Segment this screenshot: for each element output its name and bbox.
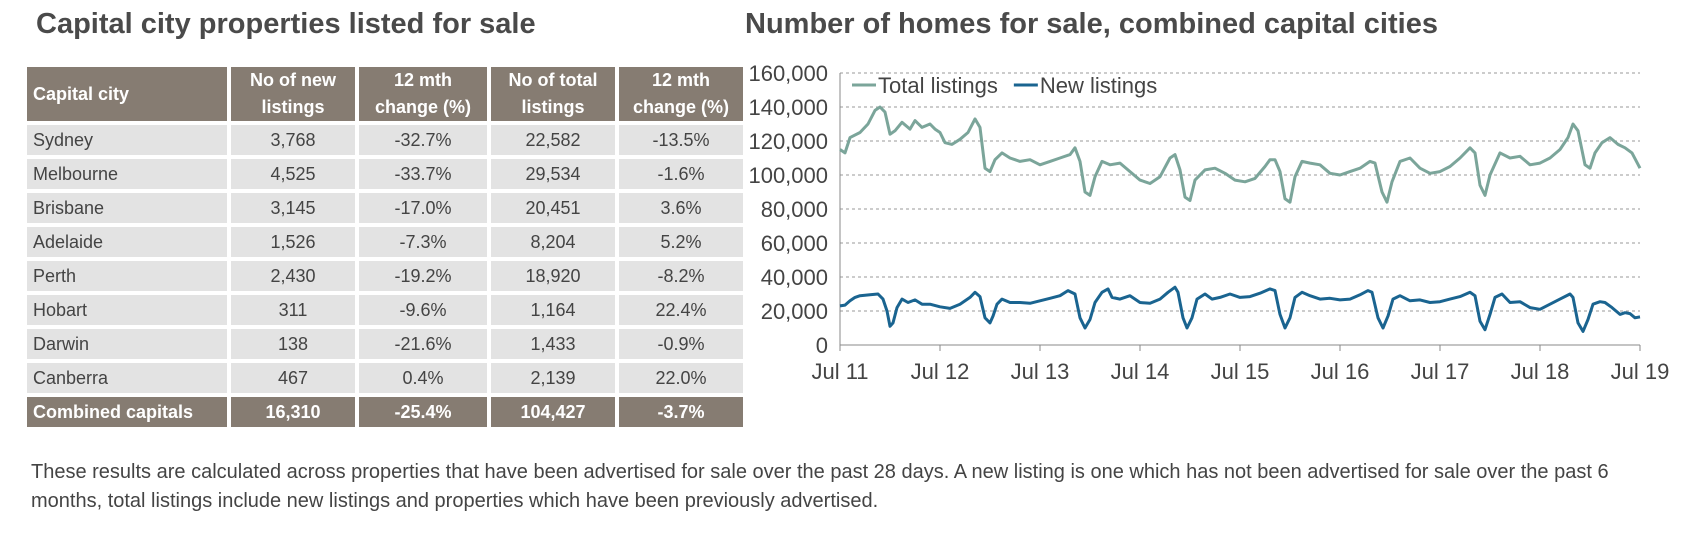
x-tick-label: Jul 12	[911, 359, 970, 384]
y-tick-label: 140,000	[748, 95, 828, 120]
series-line-total-listings	[839, 105, 1642, 204]
table-row: Darwin 138 -21.6% 1,433 -0.9%	[27, 329, 743, 359]
cell-total-listings: 104,427	[491, 397, 615, 427]
x-tick-label: Jul 11	[811, 359, 868, 384]
cell-total-change: 22.4%	[619, 295, 743, 325]
table-row: Sydney 3,768 -32.7% 22,582 -13.5%	[27, 125, 743, 155]
cell-new-listings: 467	[231, 363, 355, 393]
table-title: Capital city properties listed for sale	[36, 8, 536, 40]
cell-city: Adelaide	[27, 227, 227, 257]
cell-total-listings: 29,534	[491, 159, 615, 189]
y-tick-label: 160,000	[748, 61, 828, 86]
x-tick-label: Jul 13	[1011, 359, 1070, 384]
cell-new-change: -33.7%	[359, 159, 487, 189]
cell-total-change: 5.2%	[619, 227, 743, 257]
cell-city: Brisbane	[27, 193, 227, 223]
cell-total-listings: 22,582	[491, 125, 615, 155]
cell-new-change: -21.6%	[359, 329, 487, 359]
cell-new-listings: 2,430	[231, 261, 355, 291]
cell-total-listings: 2,139	[491, 363, 615, 393]
cell-total-change: -8.2%	[619, 261, 743, 291]
series-line-new-listings	[839, 285, 1641, 333]
x-tick-label: Jul 15	[1211, 359, 1270, 384]
cell-new-listings: 311	[231, 295, 355, 325]
col-header-total-listings: No of total listings	[491, 67, 615, 121]
legend-label: Total listings	[878, 73, 998, 98]
table-row: Brisbane 3,145 -17.0% 20,451 3.6%	[27, 193, 743, 223]
cell-total-change: 22.0%	[619, 363, 743, 393]
cell-total-change: 3.6%	[619, 193, 743, 223]
cell-new-change: -7.3%	[359, 227, 487, 257]
cell-new-listings: 1,526	[231, 227, 355, 257]
footnote: These results are calculated across prop…	[31, 461, 1609, 512]
cell-new-listings: 3,145	[231, 193, 355, 223]
col-header-new-change: 12 mth change (%)	[359, 67, 487, 121]
x-tick-label: Jul 19	[1611, 359, 1670, 384]
table-row: Canberra 467 0.4% 2,139 22.0%	[27, 363, 743, 393]
cell-new-change: -32.7%	[359, 125, 487, 155]
col-header-new-listings: No of new listings	[231, 67, 355, 121]
cell-city: Combined capitals	[27, 397, 227, 427]
x-tick-label: Jul 16	[1311, 359, 1370, 384]
col-header-total-change: 12 mth change (%)	[619, 67, 743, 121]
cell-city: Darwin	[27, 329, 227, 359]
cell-total-change: -3.7%	[619, 397, 743, 427]
chart-title: Number of homes for sale, combined capit…	[745, 8, 1438, 40]
cell-total-change: -1.6%	[619, 159, 743, 189]
cell-total-change: -0.9%	[619, 329, 743, 359]
cell-new-listings: 138	[231, 329, 355, 359]
cell-new-listings: 3,768	[231, 125, 355, 155]
cell-city: Sydney	[27, 125, 227, 155]
cell-city: Melbourne	[27, 159, 227, 189]
x-tick-label: Jul 18	[1511, 359, 1570, 384]
table-row: Hobart 311 -9.6% 1,164 22.4%	[27, 295, 743, 325]
y-tick-label: 100,000	[748, 163, 828, 188]
y-tick-label: 0	[816, 333, 828, 358]
cell-new-change: -19.2%	[359, 261, 487, 291]
cell-new-listings: 16,310	[231, 397, 355, 427]
table-row: Melbourne 4,525 -33.7% 29,534 -1.6%	[27, 159, 743, 189]
col-header-city: Capital city	[27, 67, 227, 121]
x-tick-label: Jul 14	[1111, 359, 1170, 384]
table-total-row: Combined capitals 16,310 -25.4% 104,427 -3.7…	[27, 397, 743, 427]
line-chart: 0 20,000 40,000 60,000 80,000 100,000 120,000 1…	[748, 61, 1670, 384]
cell-city: Hobart	[27, 295, 227, 325]
table-header-row: Capital city No of new listings 12 mth c…	[27, 67, 743, 121]
y-tick-label: 120,000	[748, 129, 828, 154]
cell-total-listings: 20,451	[491, 193, 615, 223]
table-row: Perth 2,430 -19.2% 18,920 -8.2%	[27, 261, 743, 291]
cell-total-listings: 1,164	[491, 295, 615, 325]
cell-new-change: -25.4%	[359, 397, 487, 427]
listings-table: Capital city No of new listings 12 mth c…	[23, 63, 747, 431]
cell-new-change: -17.0%	[359, 193, 487, 223]
y-tick-label: 80,000	[761, 197, 828, 222]
cell-total-change: -13.5%	[619, 125, 743, 155]
cell-total-listings: 1,433	[491, 329, 615, 359]
legend-label: New listings	[1040, 73, 1157, 98]
cell-total-listings: 8,204	[491, 227, 615, 257]
cell-city: Perth	[27, 261, 227, 291]
cell-total-listings: 18,920	[491, 261, 615, 291]
cell-city: Canberra	[27, 363, 227, 393]
cell-new-change: 0.4%	[359, 363, 487, 393]
y-tick-label: 40,000	[761, 265, 828, 290]
table-row: Adelaide 1,526 -7.3% 8,204 5.2%	[27, 227, 743, 257]
cell-new-listings: 4,525	[231, 159, 355, 189]
x-tick-label: Jul 17	[1411, 359, 1470, 384]
y-tick-label: 60,000	[761, 231, 828, 256]
y-tick-label: 20,000	[761, 299, 828, 324]
cell-new-change: -9.6%	[359, 295, 487, 325]
